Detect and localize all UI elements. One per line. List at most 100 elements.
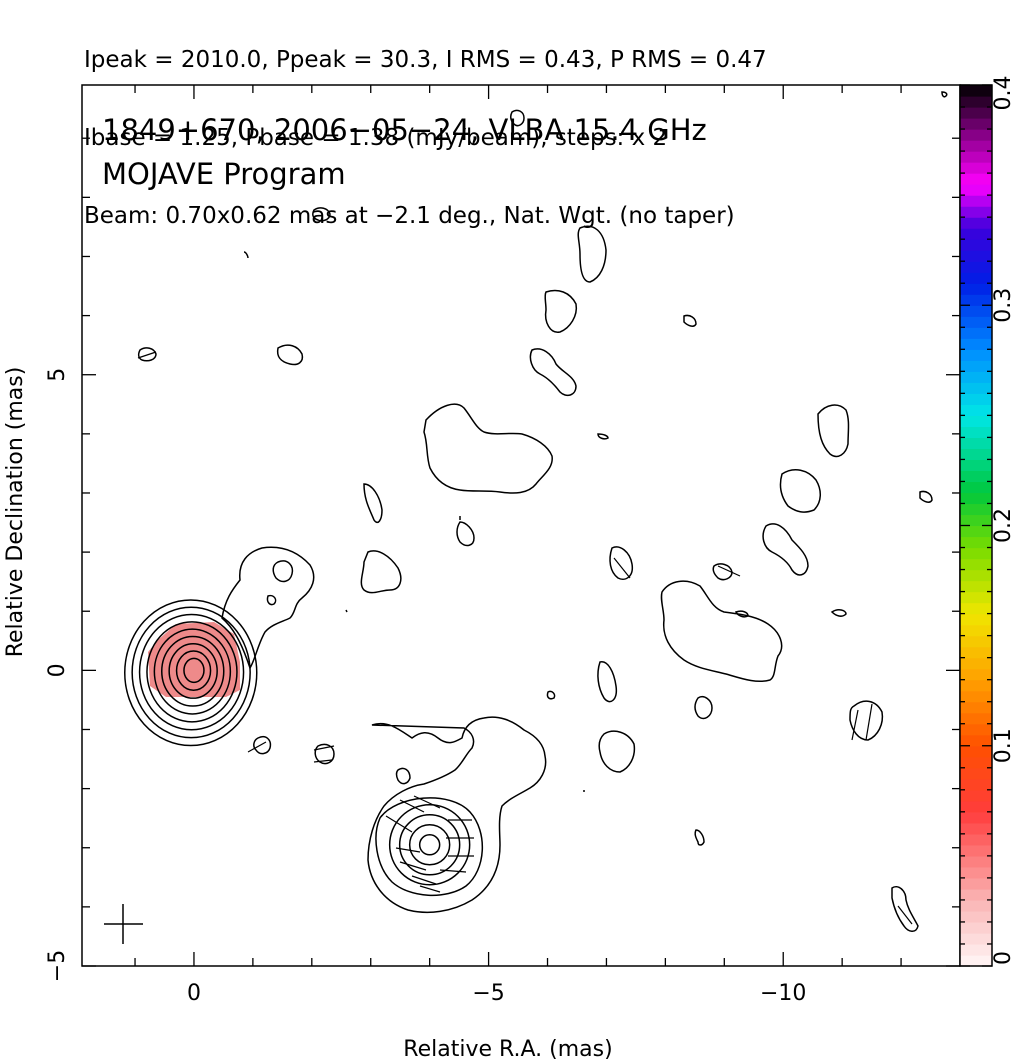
core-contour-level-5 [153,628,232,715]
colorbar-segment [960,272,992,284]
colorbar-tick-label: 0.3 [991,288,1016,323]
colorbar-segment [960,184,992,196]
colorbar-segment [960,712,992,725]
colorbar-segment [960,448,992,461]
core-contour-level-2 [175,650,212,692]
colorbar-segment [960,470,992,483]
colorbar [960,85,992,967]
jet-contours [388,804,471,886]
colorbar-segment [960,503,992,516]
colorbar-segment [960,129,992,141]
colorbar-segment [960,206,992,218]
colorbar-segment [960,789,992,802]
colorbar-segment [960,668,992,681]
x-axis-ticks: 0 −5 −10 [134,85,902,1006]
x-axis-label: Relative R.A. (mas) [403,1037,612,1061]
colorbar-ticks: 0 0.1 0.2 0.3 0.4 [960,76,1016,967]
colorbar-segment [960,514,992,527]
colorbar-segment [960,932,992,945]
colorbar-segment [960,657,992,670]
colorbar-segment [960,85,992,97]
colorbar-segment [960,943,992,956]
core-contour-level-7 [138,613,245,731]
colorbar-segment [960,338,992,350]
core-polarization-fill [148,622,240,697]
colorbar-segment [960,910,992,923]
colorbar-segment [960,877,992,890]
colorbar-segment [960,437,992,450]
extended-contours [137,91,948,932]
colorbar-segment [960,767,992,780]
colorbar-segment [960,393,992,405]
colorbar-segment [960,888,992,901]
colorbar-segment [960,239,992,251]
colorbar-segment [960,250,992,262]
core-contour-level-1 [183,657,205,684]
x-tick-label: −5 [472,981,504,1006]
map-title-line-1: 1849+670, 2006−05−24, VLBA 15.4 GHz [102,113,707,147]
colorbar-segment [960,162,992,174]
colorbar-segment [960,855,992,868]
colorbar-segment [960,580,992,593]
colorbar-segment [960,228,992,240]
x-tick-label: 0 [187,981,201,1006]
colorbar-segment [960,844,992,857]
colorbar-segment [960,646,992,659]
colorbar-segment [960,899,992,912]
jet-contour-level-4 [388,804,471,886]
colorbar-segment [960,547,992,560]
plot-area: 1849+670, 2006−05−24, VLBA 15.4 GHz MOJA… [102,91,948,944]
colorbar-segment [960,745,992,758]
core-contours [124,599,258,747]
colorbar-segment [960,107,992,119]
colorbar-segment [960,921,992,934]
colorbar-segment [960,459,992,472]
colorbar-segment [960,195,992,207]
jet-contour-level-1 [418,834,441,856]
colorbar-segment [960,811,992,824]
colorbar-segment [960,525,992,538]
header-line-3: Beam: 0.70x0.62 mas at −2.1 deg., Nat. W… [84,203,735,229]
colorbar-segment [960,151,992,163]
colorbar-segment [960,426,992,438]
core-contour-level-4 [161,635,225,707]
colorbar-segment [960,492,992,505]
colorbar-segment [960,833,992,846]
core-contour-level-8 [131,606,251,739]
colorbar-segment [960,723,992,736]
colorbar-segment [960,305,992,317]
core-contour-level-3 [168,643,218,699]
core-contour-level-9 [124,599,258,747]
colorbar-segment [960,602,992,615]
colorbar-segment [960,701,992,714]
colorbar-segment [960,217,992,229]
y-axis-label: Relative Declination (mas) [3,367,28,658]
colorbar-tick-label: 0 [991,951,1016,965]
colorbar-segment [960,635,992,648]
colorbar-segment [960,800,992,813]
y-tick-label: −5 [45,950,70,982]
polarization-vectors [137,351,913,925]
colorbar-segment [960,569,992,582]
jet-contour-level-2 [408,824,451,866]
x-tick-label: −10 [760,981,806,1006]
header-line-1: Ipeak = 2010.0, Ppeak = 30.3, I RMS = 0.… [84,47,767,73]
colorbar-segment [960,756,992,769]
jet-contour-level-3 [398,814,461,876]
colorbar-segment [960,822,992,835]
colorbar-segment [960,327,992,339]
colorbar-segment [960,734,992,747]
y-axis-ticks: −5 0 5 [45,137,960,982]
colorbar-tick-label: 0.4 [991,76,1016,111]
colorbar-segment [960,283,992,295]
y-tick-label: 0 [45,663,70,677]
colorbar-segment [960,778,992,791]
colorbar-segment [960,613,992,626]
colorbar-segment [960,316,992,328]
plot-frame [81,84,961,967]
colorbar-segment [960,294,992,306]
colorbar-tick-label: 0.1 [991,728,1016,763]
colorbar-segment [960,866,992,879]
colorbar-segment [960,173,992,185]
colorbar-tick-label: 0.2 [991,508,1016,543]
